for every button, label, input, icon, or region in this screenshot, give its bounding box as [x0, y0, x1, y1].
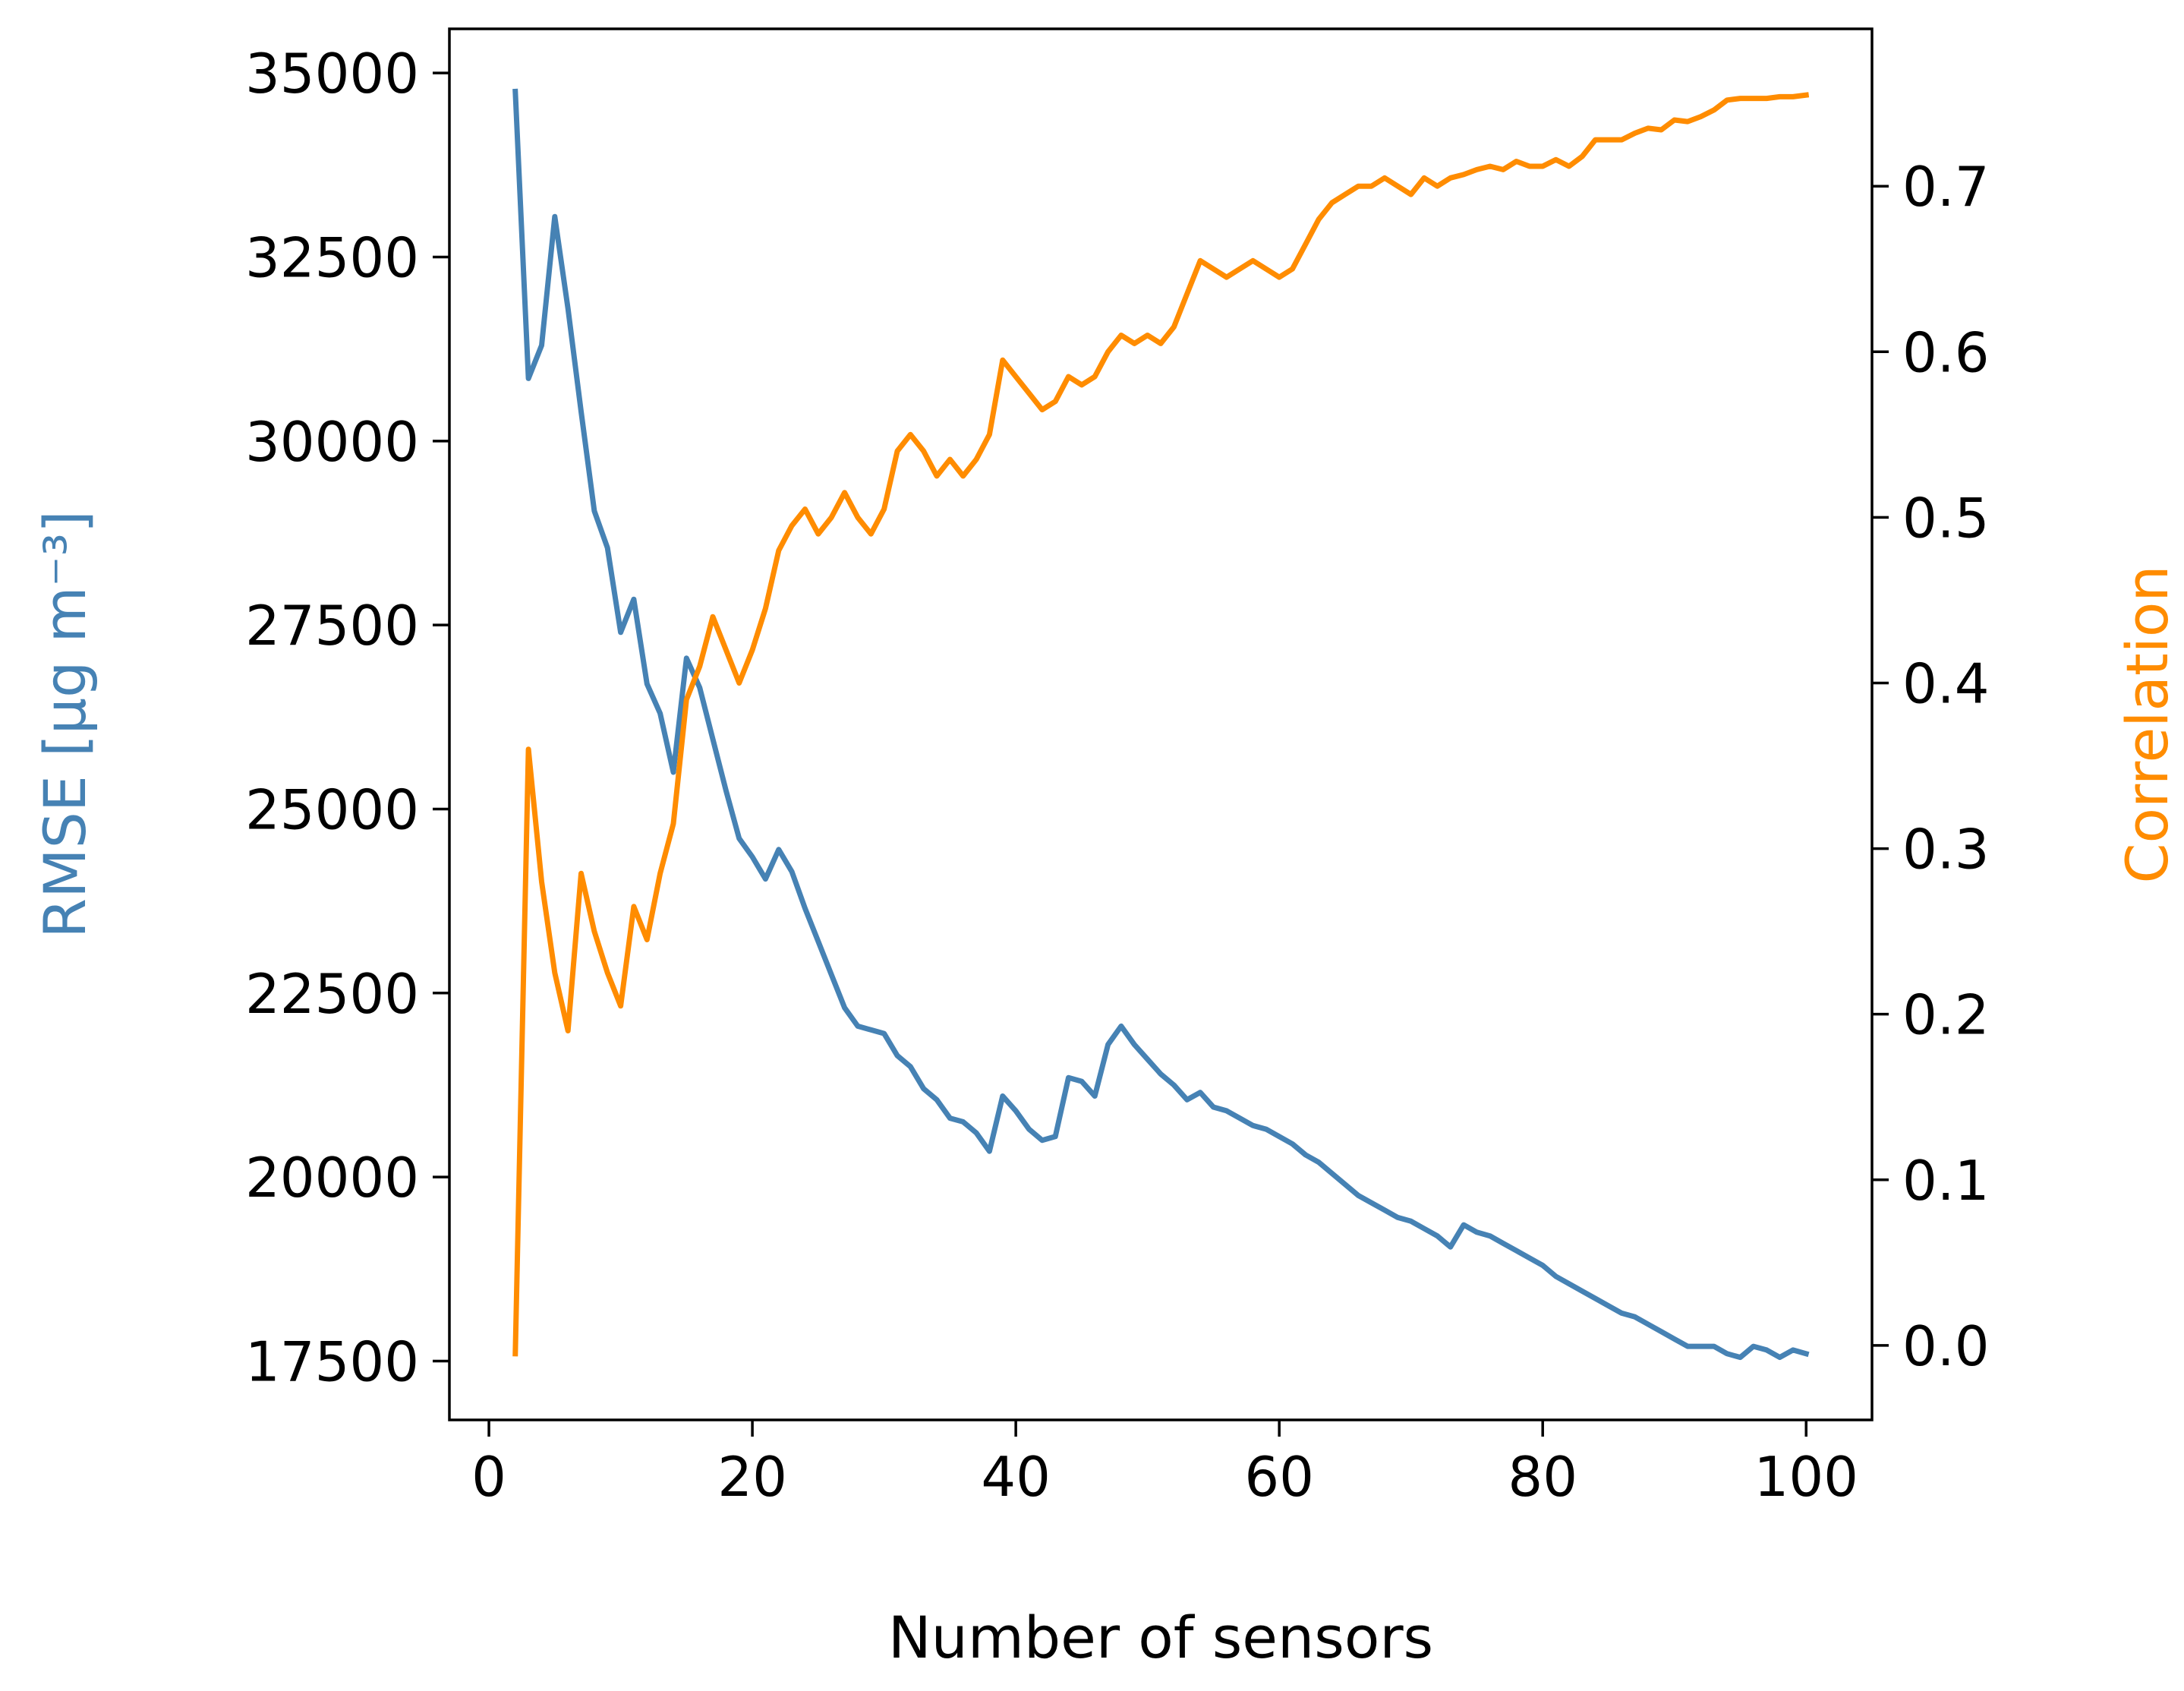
right-y-tick-label: 0.2	[1902, 983, 1990, 1047]
left-y-tick-label: 32500	[245, 226, 419, 289]
left-y-tick-label: 17500	[245, 1330, 419, 1393]
tick-marks	[433, 71, 1889, 1437]
x-tick-label: 20	[717, 1445, 787, 1509]
right-y-tick-label: 0.4	[1902, 651, 1990, 715]
rmse-series-line	[512, 88, 1810, 1361]
x-tick-label: 80	[1508, 1445, 1577, 1509]
right-y-tick-label: 0.0	[1902, 1314, 1990, 1378]
left-y-axis-label: RMSE [μg m⁻³]	[31, 510, 99, 938]
series-lines	[512, 88, 1810, 1361]
right-y-tick-label: 0.1	[1902, 1149, 1990, 1213]
x-tick-label: 0	[471, 1445, 506, 1509]
right-y-tick-labels: 0.0 0.1 0.2 0.3 0.4 0.5 0.6 0.7	[1902, 155, 1990, 1378]
left-y-tick-label: 30000	[245, 410, 419, 474]
x-tick-label: 60	[1244, 1445, 1314, 1509]
plot-frame	[448, 27, 1874, 1421]
left-y-tick-label: 35000	[245, 42, 419, 106]
x-tick-label: 100	[1754, 1445, 1858, 1509]
right-y-tick-label: 0.3	[1902, 818, 1990, 882]
x-axis-label: Number of sensors	[888, 1604, 1433, 1671]
right-y-tick-label: 0.5	[1902, 486, 1990, 550]
left-y-tick-label: 25000	[245, 778, 419, 841]
x-tick-labels: 0 20 40 60 80 100	[471, 1445, 1858, 1509]
x-tick-label: 40	[981, 1445, 1051, 1509]
right-y-axis-label: Correlation	[2113, 565, 2181, 883]
left-y-tick-label: 20000	[245, 1146, 419, 1210]
left-y-tick-labels: 17500 20000 22500 25000 27500 30000 32500 35000	[245, 42, 419, 1393]
right-y-tick-label: 0.6	[1902, 320, 1990, 384]
left-y-tick-label: 22500	[245, 962, 419, 1026]
left-y-tick-label: 27500	[245, 594, 419, 658]
right-y-tick-label: 0.7	[1902, 155, 1990, 219]
correlation-series-line	[512, 92, 1810, 1357]
